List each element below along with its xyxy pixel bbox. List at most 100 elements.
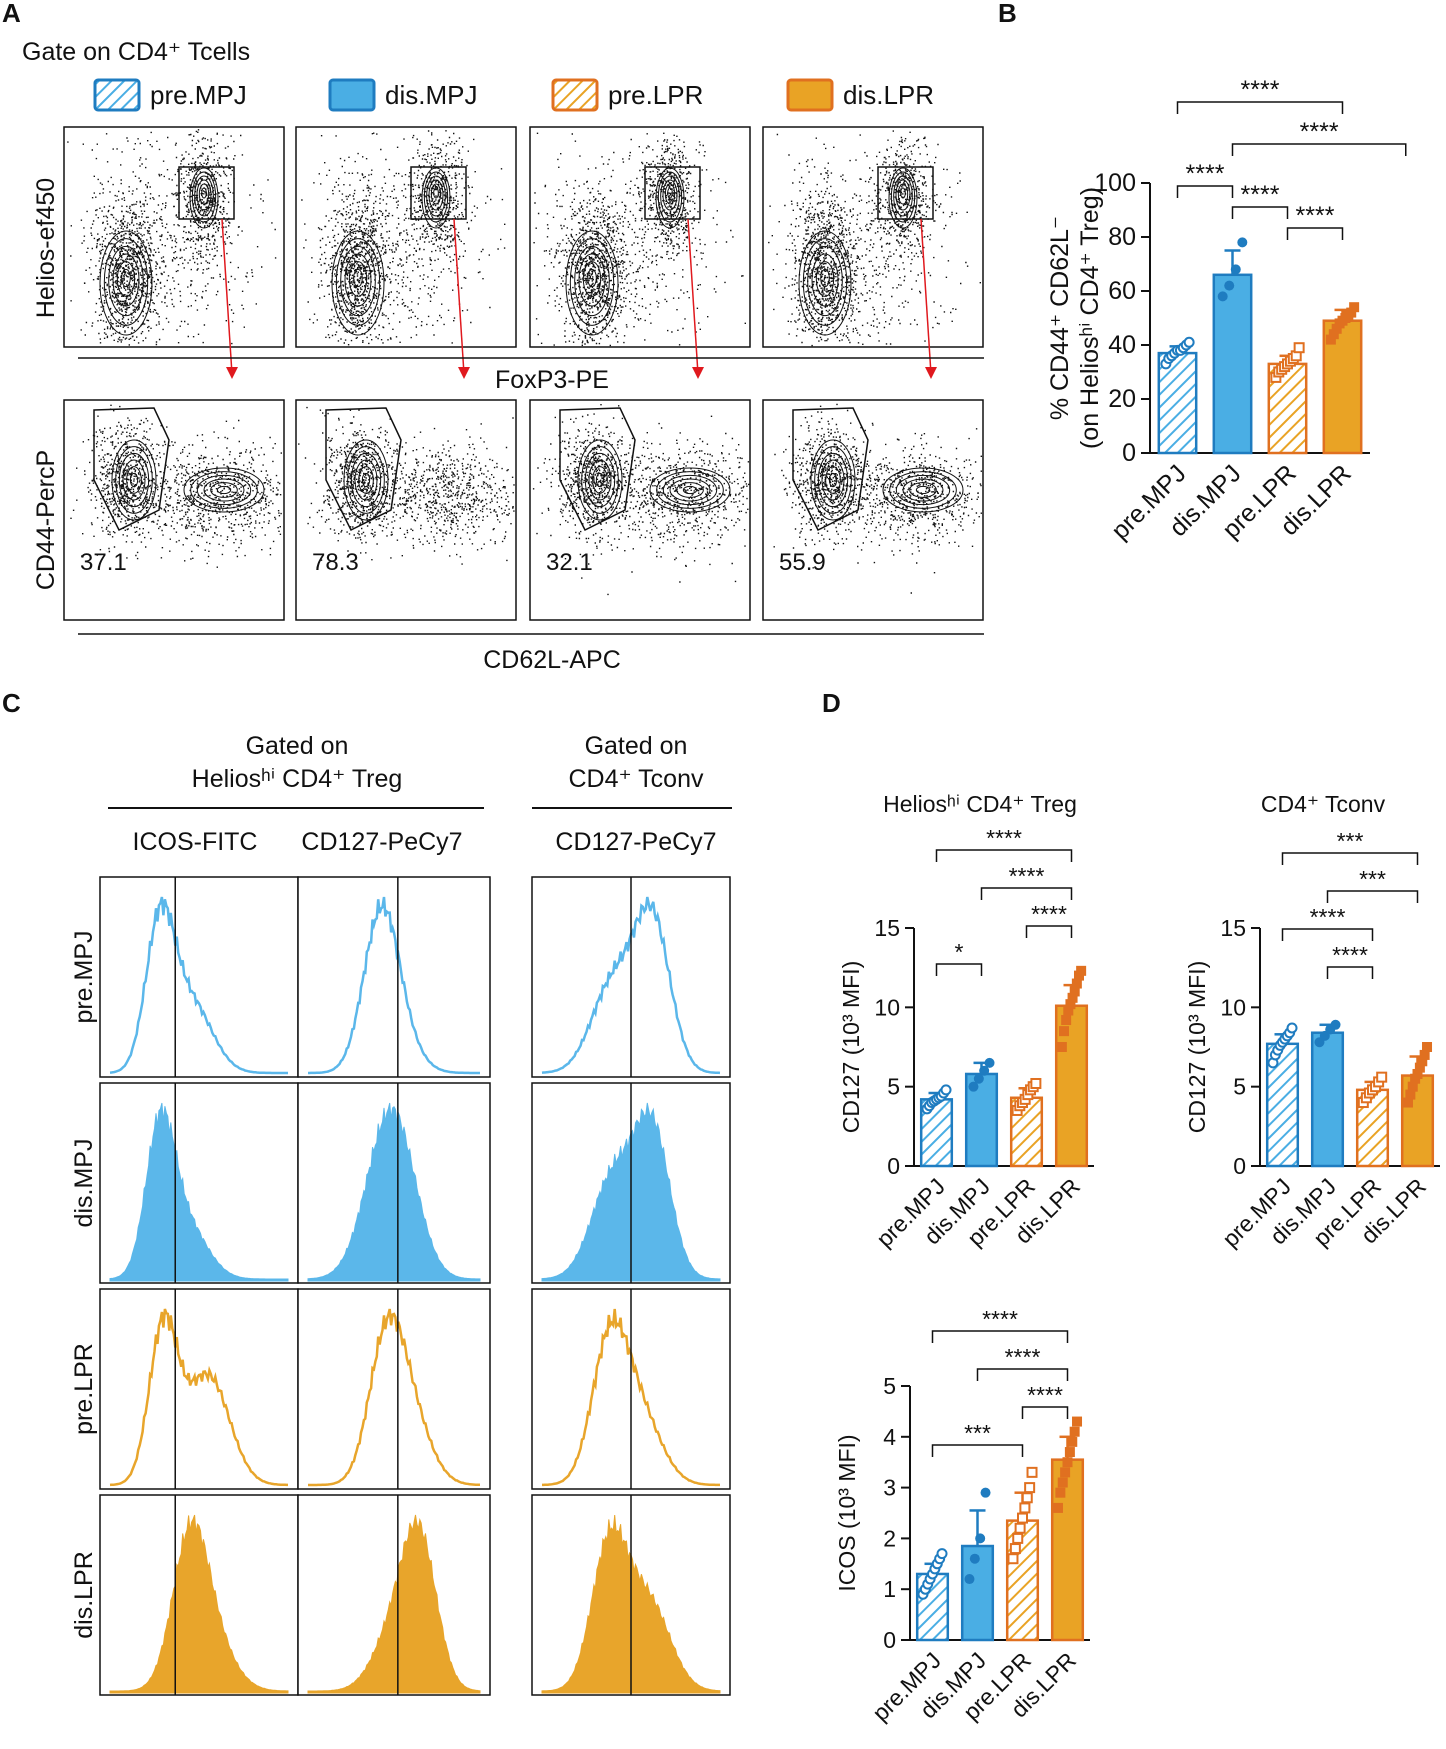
- y-tick-label: 60: [1108, 277, 1136, 305]
- data-point: [969, 1553, 980, 1564]
- dot-cloud: [532, 404, 750, 596]
- data-point: [1076, 965, 1087, 976]
- y-tick-label: 10: [874, 994, 900, 1020]
- data-point: [1346, 307, 1357, 318]
- bottom-y-axis-label: CD44-PercP: [32, 450, 60, 590]
- panel-label-b: B: [998, 0, 1017, 28]
- helios-foxp3-plot: [63, 126, 285, 379]
- histogram-column-label: ICOS-FITC: [133, 828, 258, 856]
- y-axis-label: (on Heliosʰⁱ CD4⁺ Treg): [1076, 187, 1104, 449]
- data-point: [1412, 1068, 1423, 1079]
- significance-label: ****: [1027, 1382, 1063, 1408]
- data-point: [979, 1065, 990, 1076]
- data-point: [1021, 1492, 1033, 1504]
- chart-b: 020406080100pre.MPJdis.MPJpre.LPRdis.LPR…: [1046, 76, 1407, 545]
- data-point: [1405, 1089, 1416, 1100]
- significance-bracket: [1281, 928, 1374, 941]
- data-point: [964, 1574, 975, 1585]
- histogram: [99, 1494, 299, 1696]
- dot-cloud: [773, 403, 982, 594]
- legend-swatch: [328, 78, 376, 112]
- histogram: [531, 1082, 731, 1284]
- data-point: [1286, 1022, 1298, 1034]
- y-tick-label: 5: [1233, 1074, 1246, 1100]
- panel-label-a: A: [2, 0, 21, 28]
- data-point: [1224, 280, 1235, 291]
- y-axis-label: CD127 (10³ MFI): [1184, 961, 1210, 1134]
- treg-header-line2: Heliosʰⁱ CD4⁺ Treg: [192, 765, 403, 793]
- significance-bracket: [980, 887, 1073, 900]
- data-point: [1056, 1042, 1067, 1052]
- cd44-cd62l-plot: 32.1: [529, 399, 751, 621]
- significance-bracket: [1286, 227, 1344, 240]
- data-point: [1014, 1522, 1026, 1534]
- data-point: [984, 1057, 995, 1068]
- gate-percentage: 55.9: [779, 549, 826, 576]
- dot-cloud: [301, 130, 506, 346]
- flow-dot-plots: 37.1 78.3 32.1 55.9: [63, 126, 984, 635]
- cd44-cd62l-plot: 55.9: [762, 399, 984, 621]
- chart-title: CD4⁺ Tconv: [1261, 791, 1386, 817]
- treg-header-line1: Gated on: [246, 732, 349, 760]
- histogram-line: [308, 896, 480, 1075]
- data-point: [1293, 342, 1305, 354]
- histogram-row-label: dis.LPR: [70, 1551, 98, 1639]
- significance-label: ****: [1241, 181, 1280, 209]
- histogram-row-label: pre.LPR: [70, 1343, 98, 1435]
- data-point: [1069, 1426, 1080, 1437]
- data-point: [1349, 302, 1360, 313]
- y-tick-label: 2: [883, 1525, 896, 1551]
- data-point: [1183, 336, 1195, 348]
- gate-percentage: 32.1: [546, 549, 593, 576]
- bar: [1157, 351, 1198, 455]
- data-point: [1325, 334, 1336, 345]
- significance-bracket: [1326, 890, 1419, 903]
- histogram: [99, 1082, 299, 1284]
- chart-d-tconv-cd127: 051015pre.MPJdis.MPJpre.LPRdis.LPR******…: [1184, 791, 1440, 1252]
- data-point: [1328, 329, 1339, 340]
- data-point: [975, 1533, 986, 1544]
- dot-cloud: [768, 130, 981, 347]
- gate-arrow: [692, 367, 704, 379]
- panel-c: Gated on Heliosʰⁱ CD4⁺ Treg Gated on CD4…: [70, 732, 732, 1696]
- histogram: [531, 876, 731, 1078]
- gate-arrow: [226, 367, 238, 379]
- legend-swatch: [786, 78, 834, 112]
- data-point: [1237, 237, 1248, 248]
- significance-label: ****: [1186, 160, 1225, 188]
- histogram: [297, 876, 491, 1078]
- data-point: [1055, 1487, 1066, 1498]
- significance-bracket: [976, 1368, 1069, 1381]
- data-point: [1331, 323, 1342, 334]
- histogram-row-label: pre.MPJ: [70, 930, 98, 1023]
- legend-item: dis.LPR: [786, 78, 934, 112]
- histogram: [531, 1494, 731, 1696]
- data-point: [940, 1084, 952, 1096]
- y-tick-label: 3: [883, 1475, 896, 1501]
- significance-label: ****: [1296, 202, 1335, 230]
- panel-a: Gate on CD4⁺ Tcells pre.MPJ dis.MPJ pre.LP…: [22, 38, 984, 674]
- significance-bracket: [1231, 143, 1407, 156]
- legend-label: pre.MPJ: [150, 80, 247, 110]
- significance-label: ***: [1337, 828, 1364, 854]
- histogram-fill: [307, 1514, 481, 1694]
- legend-label: pre.LPR: [608, 80, 703, 110]
- bar: [1310, 1031, 1345, 1168]
- helios-hi-gate: [644, 166, 701, 220]
- data-point: [1330, 1019, 1341, 1030]
- histogram-line: [109, 896, 288, 1075]
- panel-label-d: D: [822, 688, 841, 718]
- histogram-column-label: CD127-PeCy7: [555, 828, 716, 856]
- significance-label: *: [955, 939, 964, 965]
- data-point: [1057, 1477, 1068, 1488]
- data-point: [1422, 1042, 1433, 1052]
- significance-bracket: [931, 1330, 1069, 1343]
- data-point: [1009, 1543, 1021, 1555]
- data-point: [1007, 1553, 1019, 1565]
- significance-bracket: [931, 1444, 1024, 1457]
- helios-foxp3-plot: [762, 126, 984, 379]
- cd44hi-gate: [792, 407, 869, 532]
- data-point: [1072, 1416, 1083, 1427]
- chart-d-treg-icos: 012345pre.MPJdis.MPJpre.LPRdis.LPR******…: [834, 1306, 1090, 1726]
